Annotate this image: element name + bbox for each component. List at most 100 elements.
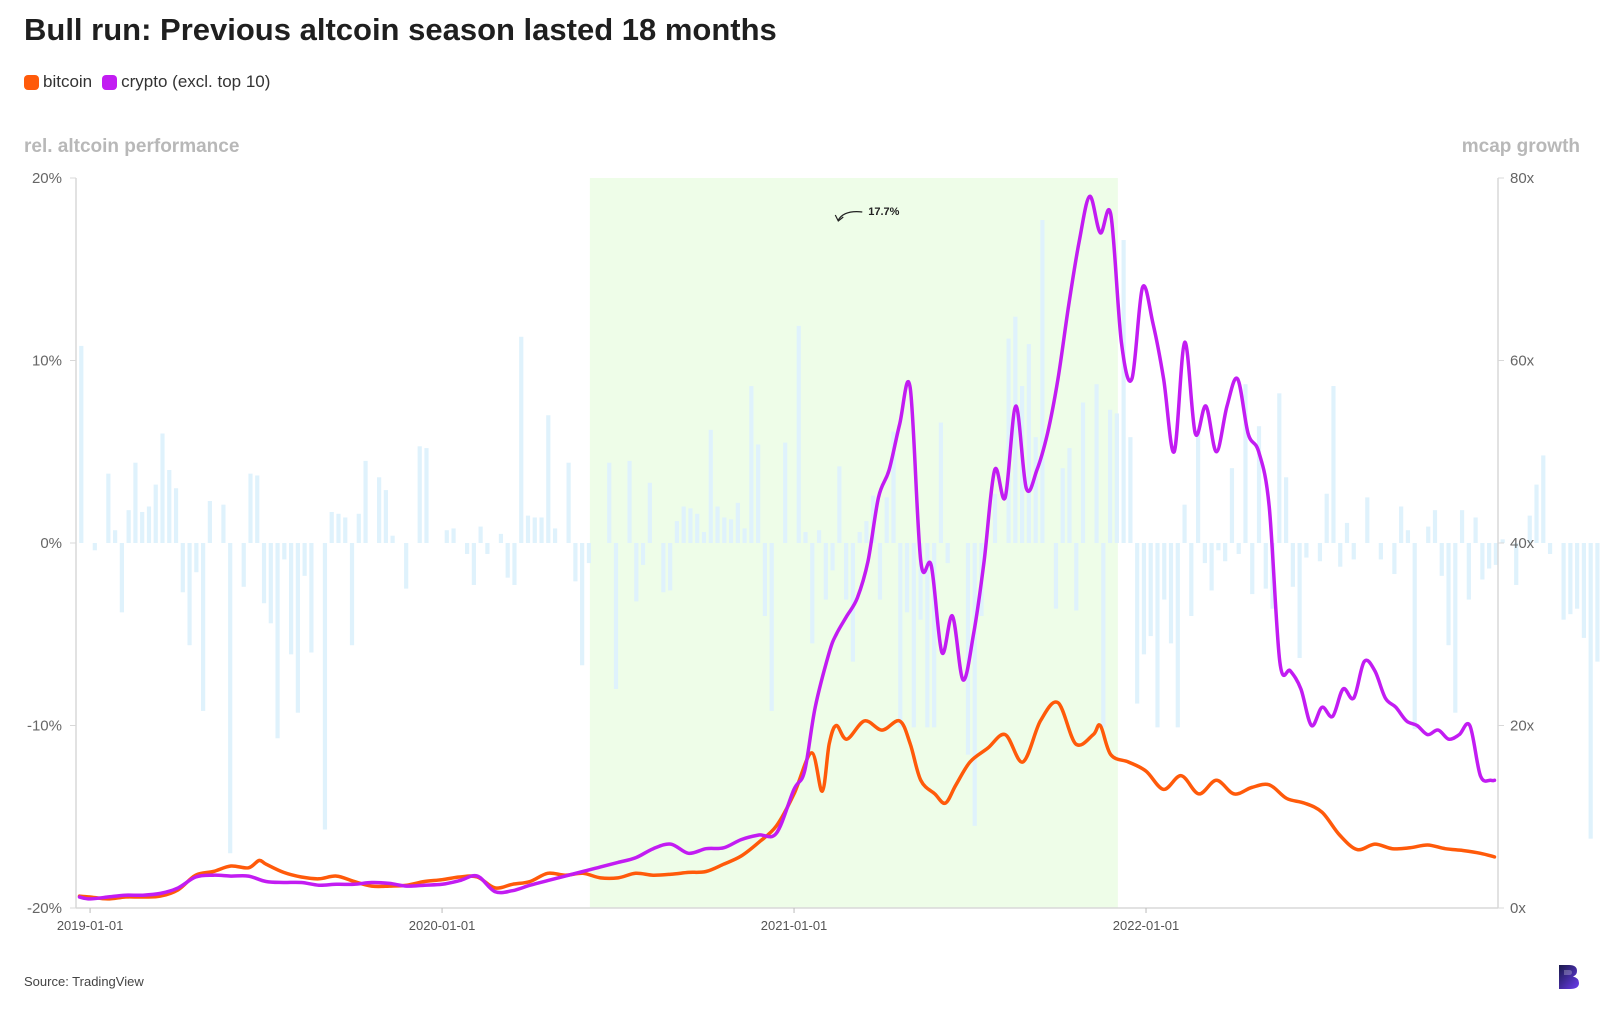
bar-34 xyxy=(309,543,314,653)
bar-184 xyxy=(1324,493,1329,543)
bar-172 xyxy=(1243,384,1248,543)
bar-216 xyxy=(1541,455,1546,543)
bar-125 xyxy=(925,543,930,728)
legend-item-bitcoin[interactable]: bitcoin xyxy=(24,72,92,92)
bar-86 xyxy=(661,543,666,593)
bar-65 xyxy=(519,336,524,543)
bar-111 xyxy=(830,543,835,571)
bar-206 xyxy=(1473,517,1478,543)
bar-147 xyxy=(1074,543,1079,611)
bar-9 xyxy=(140,511,145,543)
bar-22 xyxy=(228,543,233,854)
bar-87 xyxy=(668,543,673,591)
bar-104 xyxy=(783,442,788,543)
bar-94 xyxy=(715,506,720,543)
bar-196 xyxy=(1405,530,1411,543)
bar-93 xyxy=(708,429,713,543)
bar-192 xyxy=(1378,543,1383,560)
bar-58 xyxy=(471,543,476,585)
bar-186 xyxy=(1338,543,1343,567)
bar-203 xyxy=(1453,543,1458,713)
bar-29 xyxy=(275,543,280,739)
right-tick-label-4: 0x xyxy=(1510,900,1526,917)
bar-200 xyxy=(1432,510,1438,543)
bar-120 xyxy=(891,431,896,543)
bar-151 xyxy=(1101,543,1106,728)
bar-208 xyxy=(1487,543,1492,569)
bar-75 xyxy=(586,543,592,564)
left-axis-title: rel. altcoin performance xyxy=(24,136,240,157)
bar-78 xyxy=(607,462,612,543)
bar-30 xyxy=(282,543,287,560)
bar-28 xyxy=(268,543,273,624)
bar-178 xyxy=(1283,477,1289,543)
bar-123 xyxy=(911,543,916,728)
bar-146 xyxy=(1067,448,1072,543)
bar-223 xyxy=(1588,543,1593,839)
bar-165 xyxy=(1195,431,1201,543)
bar-221 xyxy=(1575,543,1580,609)
bar-66 xyxy=(525,515,531,543)
bar-170 xyxy=(1229,468,1235,543)
bar-159 xyxy=(1155,543,1160,728)
bar-153 xyxy=(1114,413,1119,543)
bar-188 xyxy=(1351,543,1356,560)
bar-158 xyxy=(1148,543,1153,637)
bar-168 xyxy=(1216,543,1221,551)
legend-item-crypto[interactable]: crypto (excl. top 10) xyxy=(102,72,270,92)
bar-124 xyxy=(918,543,923,620)
bar-114 xyxy=(850,543,855,662)
bar-26 xyxy=(255,475,260,543)
bar-38 xyxy=(336,513,341,543)
right-tick-label-2: 40x xyxy=(1510,535,1535,552)
bar-132 xyxy=(972,543,977,826)
bar-187 xyxy=(1344,522,1350,543)
left-tick-label-0: 20% xyxy=(32,170,62,187)
bar-106 xyxy=(796,325,801,543)
bar-145 xyxy=(1060,468,1065,543)
bar-70 xyxy=(552,528,558,543)
bar-51 xyxy=(424,448,429,543)
bar-135 xyxy=(992,493,998,543)
bar-32 xyxy=(295,543,300,713)
bar-7 xyxy=(126,510,131,543)
bar-215 xyxy=(1534,484,1539,543)
bar-119 xyxy=(884,497,889,543)
bar-48 xyxy=(404,543,409,589)
bar-59 xyxy=(478,526,483,543)
bar-95 xyxy=(722,517,727,543)
legend-swatch-crypto xyxy=(102,74,118,90)
bar-173 xyxy=(1250,543,1255,595)
bar-142 xyxy=(1040,219,1045,543)
bar-207 xyxy=(1480,543,1485,580)
bar-44 xyxy=(376,477,382,543)
bar-197 xyxy=(1412,543,1417,730)
bar-0 xyxy=(79,345,84,543)
bar-112 xyxy=(837,466,842,543)
bar-160 xyxy=(1162,543,1167,600)
bar-217 xyxy=(1547,543,1553,554)
bar-171 xyxy=(1236,543,1241,554)
bar-210 xyxy=(1500,539,1505,543)
bar-157 xyxy=(1141,543,1147,655)
bar-118 xyxy=(877,543,883,600)
bar-42 xyxy=(363,460,368,543)
bar-17 xyxy=(194,543,199,573)
left-tick-label-2: 0% xyxy=(40,535,62,552)
bar-12 xyxy=(160,433,165,543)
bar-5 xyxy=(113,530,118,543)
x-tick-label-3: 2022-01-01 xyxy=(1113,918,1180,933)
bar-163 xyxy=(1182,504,1187,543)
legend: bitcoin crypto (excl. top 10) xyxy=(24,72,270,92)
bar-137 xyxy=(1006,338,1011,543)
bar-13 xyxy=(167,470,172,543)
series-line-crypto xyxy=(77,194,1497,901)
right-tick-label-3: 20x xyxy=(1510,718,1535,735)
annotation-arrowhead xyxy=(834,214,844,222)
bar-40 xyxy=(349,543,355,646)
annotation-label: 17.7% xyxy=(868,206,899,218)
bar-27 xyxy=(261,543,267,604)
bar-83 xyxy=(640,543,646,565)
bar-60 xyxy=(485,543,490,554)
bar-164 xyxy=(1189,543,1194,616)
